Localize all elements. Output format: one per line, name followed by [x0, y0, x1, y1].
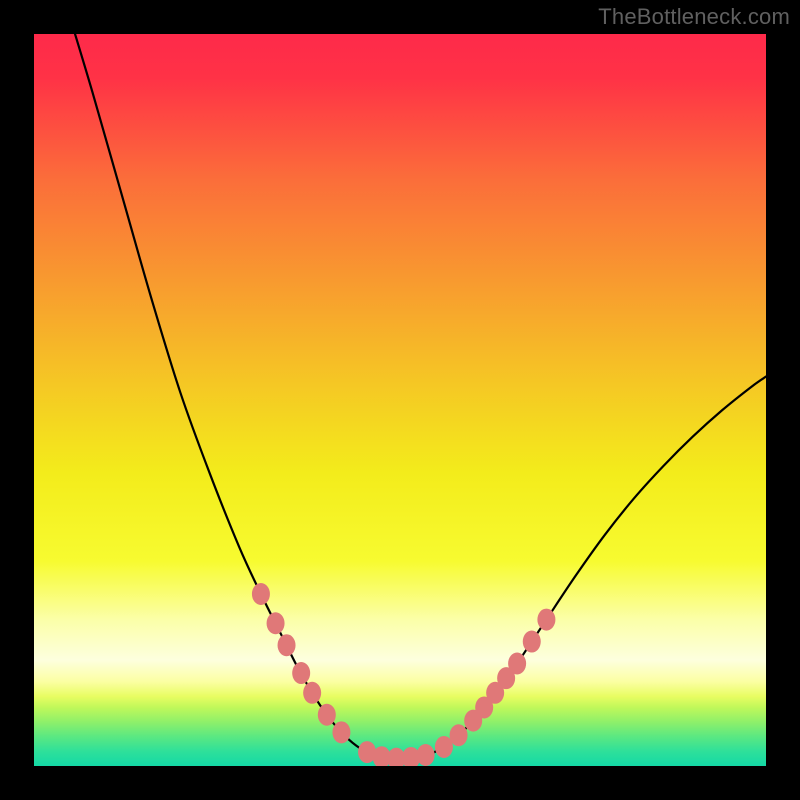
curve-marker: [332, 721, 350, 743]
plot-gradient-background: [34, 34, 766, 766]
curve-marker: [417, 744, 435, 766]
chart-stage: TheBottleneck.com: [0, 0, 800, 800]
curve-marker: [278, 634, 296, 656]
curve-marker: [318, 704, 336, 726]
curve-marker: [450, 724, 468, 746]
curve-marker: [508, 653, 526, 675]
curve-marker: [252, 583, 270, 605]
curve-marker: [303, 682, 321, 704]
curve-marker: [292, 662, 310, 684]
curve-marker: [537, 609, 555, 631]
curve-marker: [523, 631, 541, 653]
watermark-text: TheBottleneck.com: [598, 4, 790, 30]
bottleneck-curve-chart: [0, 0, 800, 800]
curve-marker: [267, 612, 285, 634]
